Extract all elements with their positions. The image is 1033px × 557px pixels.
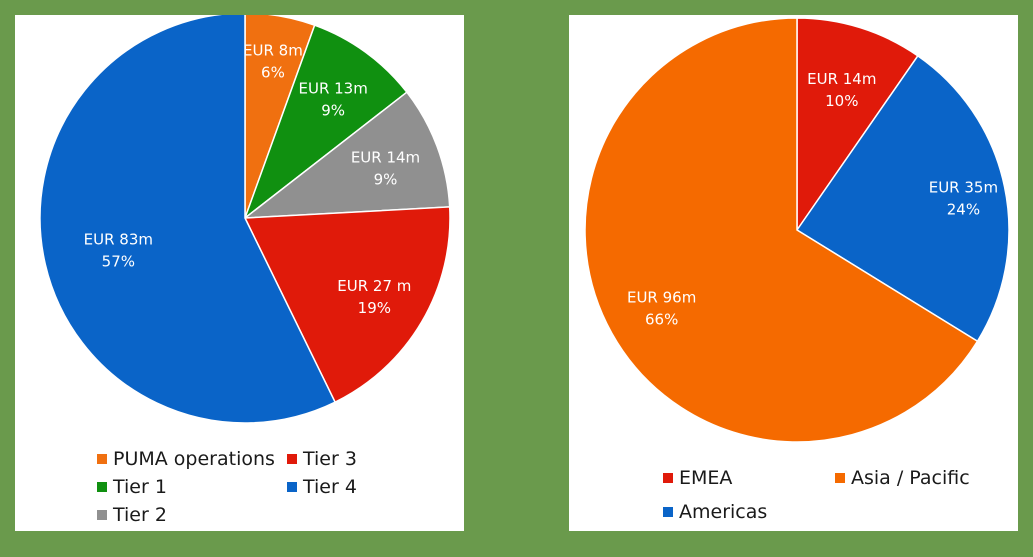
slice-value-label: EUR 96m bbox=[627, 289, 696, 307]
slice-percent-label: 10% bbox=[825, 92, 858, 110]
legend-item-asia-pacific: Asia / Pacific bbox=[835, 467, 970, 489]
legend-item-americas: Americas bbox=[663, 501, 767, 523]
slice-percent-label: 66% bbox=[645, 311, 678, 329]
pie-chart-right: EUR 14m 10% EUR 35m 24% EUR 96m 66% bbox=[584, 17, 1010, 443]
pie-slice-emea bbox=[796, 17, 919, 233]
slice-percent-label: 24% bbox=[947, 200, 980, 218]
legend-item-tier-4: Tier 4 bbox=[287, 476, 357, 498]
slice-value-label: EUR 8m bbox=[243, 41, 303, 59]
pie-chart-left: EUR 8m 6% EUR 13m 9% EUR 14m 9% EUR 27 m 19% EUR… bbox=[39, 15, 451, 424]
legend-label: EMEA bbox=[679, 467, 733, 489]
legend-swatch bbox=[835, 473, 845, 483]
legend-item-puma-operations: PUMA operations bbox=[97, 448, 275, 470]
legend-label: Tier 4 bbox=[303, 476, 357, 498]
legend-swatch bbox=[97, 482, 107, 492]
legend-label: Tier 1 bbox=[113, 476, 167, 498]
legend-label: Tier 2 bbox=[113, 504, 167, 526]
slice-value-label: EUR 13m bbox=[298, 80, 367, 98]
legend-item-tier-3: Tier 3 bbox=[287, 448, 357, 470]
legend-label: Americas bbox=[679, 501, 768, 523]
legend-item-tier-2: Tier 2 bbox=[97, 504, 167, 526]
slice-value-label: EUR 14m bbox=[807, 70, 876, 88]
legend-label: Asia / Pacific bbox=[851, 467, 970, 489]
legend-swatch bbox=[663, 507, 673, 517]
legend-label: PUMA operations bbox=[113, 448, 275, 470]
pie-slice-tier-1 bbox=[243, 24, 408, 221]
pie-slice-tier-2 bbox=[242, 91, 451, 219]
slice-percent-label: 6% bbox=[261, 63, 285, 81]
slice-value-label: EUR 27 m bbox=[337, 277, 411, 295]
legend-item-emea: EMEA bbox=[663, 467, 732, 489]
legend-swatch bbox=[287, 482, 297, 492]
slice-percent-label: 19% bbox=[358, 299, 391, 317]
slice-percent-label: 9% bbox=[374, 171, 398, 189]
chart-panel-right: EUR 14m 10% EUR 35m 24% EUR 96m 66% EMEA Asia… bbox=[569, 15, 1018, 531]
slice-percent-label: 9% bbox=[321, 102, 345, 120]
legend-swatch bbox=[97, 510, 107, 520]
legend-swatch bbox=[663, 473, 673, 483]
pie-slice-tier-4 bbox=[39, 15, 337, 424]
legend-swatch bbox=[97, 454, 107, 464]
slice-value-label: EUR 35m bbox=[929, 178, 998, 196]
slice-value-label: EUR 14m bbox=[351, 149, 420, 167]
pie-slice-asia-pacific bbox=[584, 17, 979, 443]
pie-slice-americas bbox=[795, 54, 1010, 343]
legend-swatch bbox=[287, 454, 297, 464]
slice-percent-label: 57% bbox=[102, 252, 135, 270]
slice-value-label: EUR 83m bbox=[84, 230, 153, 248]
pie-slice-tier-3 bbox=[243, 206, 451, 404]
legend-label: Tier 3 bbox=[303, 448, 357, 470]
legend-item-tier-1: Tier 1 bbox=[97, 476, 167, 498]
chart-panel-left: EUR 8m 6% EUR 13m 9% EUR 14m 9% EUR 27 m 19% EUR… bbox=[15, 15, 464, 531]
